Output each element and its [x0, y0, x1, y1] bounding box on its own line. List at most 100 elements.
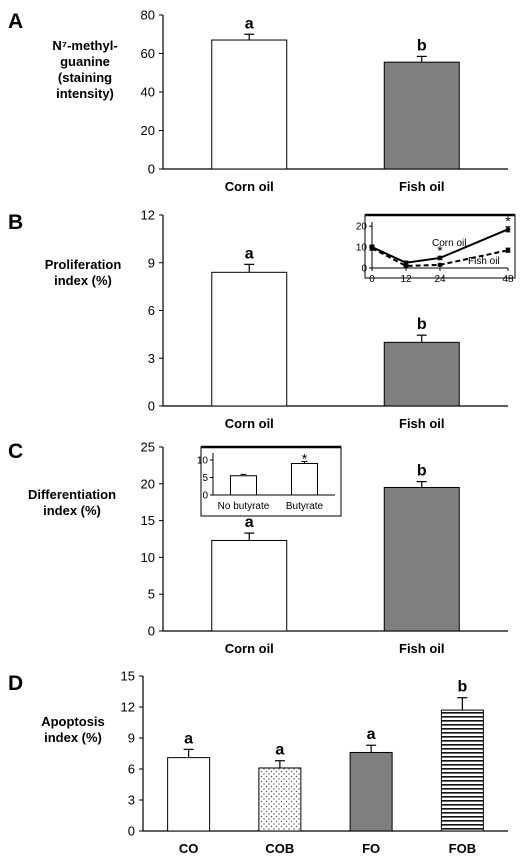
y-tick-label: 5 — [148, 587, 155, 602]
inset-y-tick-label: 0 — [202, 491, 208, 502]
significance-letter: b — [417, 37, 427, 54]
significance-letter: b — [417, 463, 427, 480]
y-tick-label: 3 — [128, 793, 135, 808]
y-tick-label: 15 — [121, 669, 135, 684]
y-axis-label-line: N⁷-methyl- — [52, 38, 117, 53]
significance-letter: a — [245, 15, 254, 32]
inset-point — [437, 262, 443, 268]
x-category-label: CO — [179, 841, 199, 856]
bar — [258, 767, 302, 832]
inset-series-line — [371, 228, 509, 264]
y-axis-label-line: Differentiation — [28, 487, 116, 502]
inset-x-tick-label: 48 — [502, 274, 514, 285]
inset-significance-star: * — [302, 450, 308, 466]
y-tick-label: 15 — [141, 513, 155, 528]
x-category-label: Corn oil — [225, 416, 274, 431]
inset-y-tick-label: 5 — [202, 473, 208, 484]
significance-letter: a — [245, 245, 254, 262]
inset-point — [369, 245, 375, 251]
bar — [167, 757, 211, 832]
x-category-label: Corn oil — [225, 641, 274, 656]
inset-bar — [230, 475, 257, 496]
panel-letter-C: C — [8, 440, 23, 463]
y-tick-label: 20 — [141, 476, 155, 491]
inset-significance-star: * — [505, 213, 511, 229]
bar — [383, 486, 460, 632]
significance-letter: a — [275, 742, 284, 759]
x-category-label: FO — [362, 841, 380, 856]
bar — [383, 341, 460, 407]
y-tick-label: 6 — [128, 762, 135, 777]
bar — [211, 271, 288, 407]
x-category-label: Fish oil — [399, 416, 445, 431]
inset-bar-chart: 0 5 10 No butyrate * Butyrate — [197, 445, 342, 517]
y-axis-label-line: (staining — [58, 70, 112, 85]
inset-point — [505, 227, 511, 232]
panel-letter-B: B — [8, 211, 23, 234]
inset-series-label: Corn oil — [432, 238, 466, 249]
y-tick-label: 9 — [128, 731, 135, 746]
y-axis-label-line: index (%) — [43, 503, 101, 518]
panel-letter-D: D — [8, 672, 23, 695]
inset-x-tick-label: 0 — [369, 274, 375, 285]
y-tick-label: 12 — [141, 208, 155, 223]
inset-point — [505, 247, 511, 253]
bar — [440, 709, 484, 832]
y-axis-label-line: index (%) — [44, 730, 102, 745]
bar — [211, 39, 288, 170]
inset-y-tick-label: 10 — [356, 243, 368, 254]
x-category-label: FOB — [449, 841, 476, 856]
x-category-label: Fish oil — [399, 179, 445, 194]
inset-significance-star: * — [437, 242, 443, 258]
inset-x-tick-label: 24 — [434, 274, 446, 285]
x-category-label: Corn oil — [225, 179, 274, 194]
inset-point — [437, 255, 443, 261]
y-axis-label-line: index (%) — [54, 273, 112, 288]
y-axis-label-line: Proliferation — [45, 257, 122, 272]
panel-letter-A: A — [8, 10, 23, 33]
y-axis-label-line: guanine — [60, 54, 110, 69]
inset-y-tick-label: 0 — [361, 264, 367, 275]
y-tick-label: 0 — [148, 624, 155, 639]
significance-letter: b — [417, 316, 427, 333]
y-axis-label-line: Apoptosis — [41, 714, 105, 729]
y-tick-label: 40 — [141, 85, 155, 100]
y-tick-label: 3 — [148, 351, 155, 366]
inset-y-tick-label: 10 — [197, 456, 209, 467]
inset-series-line — [371, 247, 509, 267]
y-tick-label: 10 — [141, 550, 155, 565]
x-category-label: COB — [265, 841, 294, 856]
inset-x-tick-label: 12 — [400, 274, 412, 285]
y-tick-label: 0 — [148, 399, 155, 414]
y-tick-label: 0 — [148, 162, 155, 177]
inset-y-tick-label: 20 — [356, 222, 368, 233]
significance-letter: a — [245, 514, 254, 531]
bar — [349, 751, 393, 832]
y-axis-label-line: intensity) — [56, 86, 114, 101]
x-category-label: Fish oil — [399, 641, 445, 656]
bar — [211, 539, 288, 632]
y-tick-label: 25 — [141, 440, 155, 455]
inset-series-label: Fish oil — [468, 256, 500, 267]
y-tick-label: 0 — [128, 824, 135, 839]
significance-letter: a — [367, 726, 376, 743]
y-tick-label: 9 — [148, 255, 155, 270]
significance-letter: b — [457, 679, 467, 696]
inset-bar — [291, 463, 318, 496]
inset-category-label: No butyrate — [218, 501, 270, 512]
significance-letter: a — [184, 730, 193, 747]
y-tick-label: 12 — [121, 700, 135, 715]
y-tick-label: 6 — [148, 303, 155, 318]
bar — [383, 61, 460, 170]
inset-category-label: Butyrate — [286, 501, 324, 512]
inset-point — [403, 263, 409, 269]
y-tick-label: 20 — [141, 123, 155, 138]
y-tick-label: 60 — [141, 46, 155, 61]
y-tick-label: 80 — [141, 8, 155, 23]
